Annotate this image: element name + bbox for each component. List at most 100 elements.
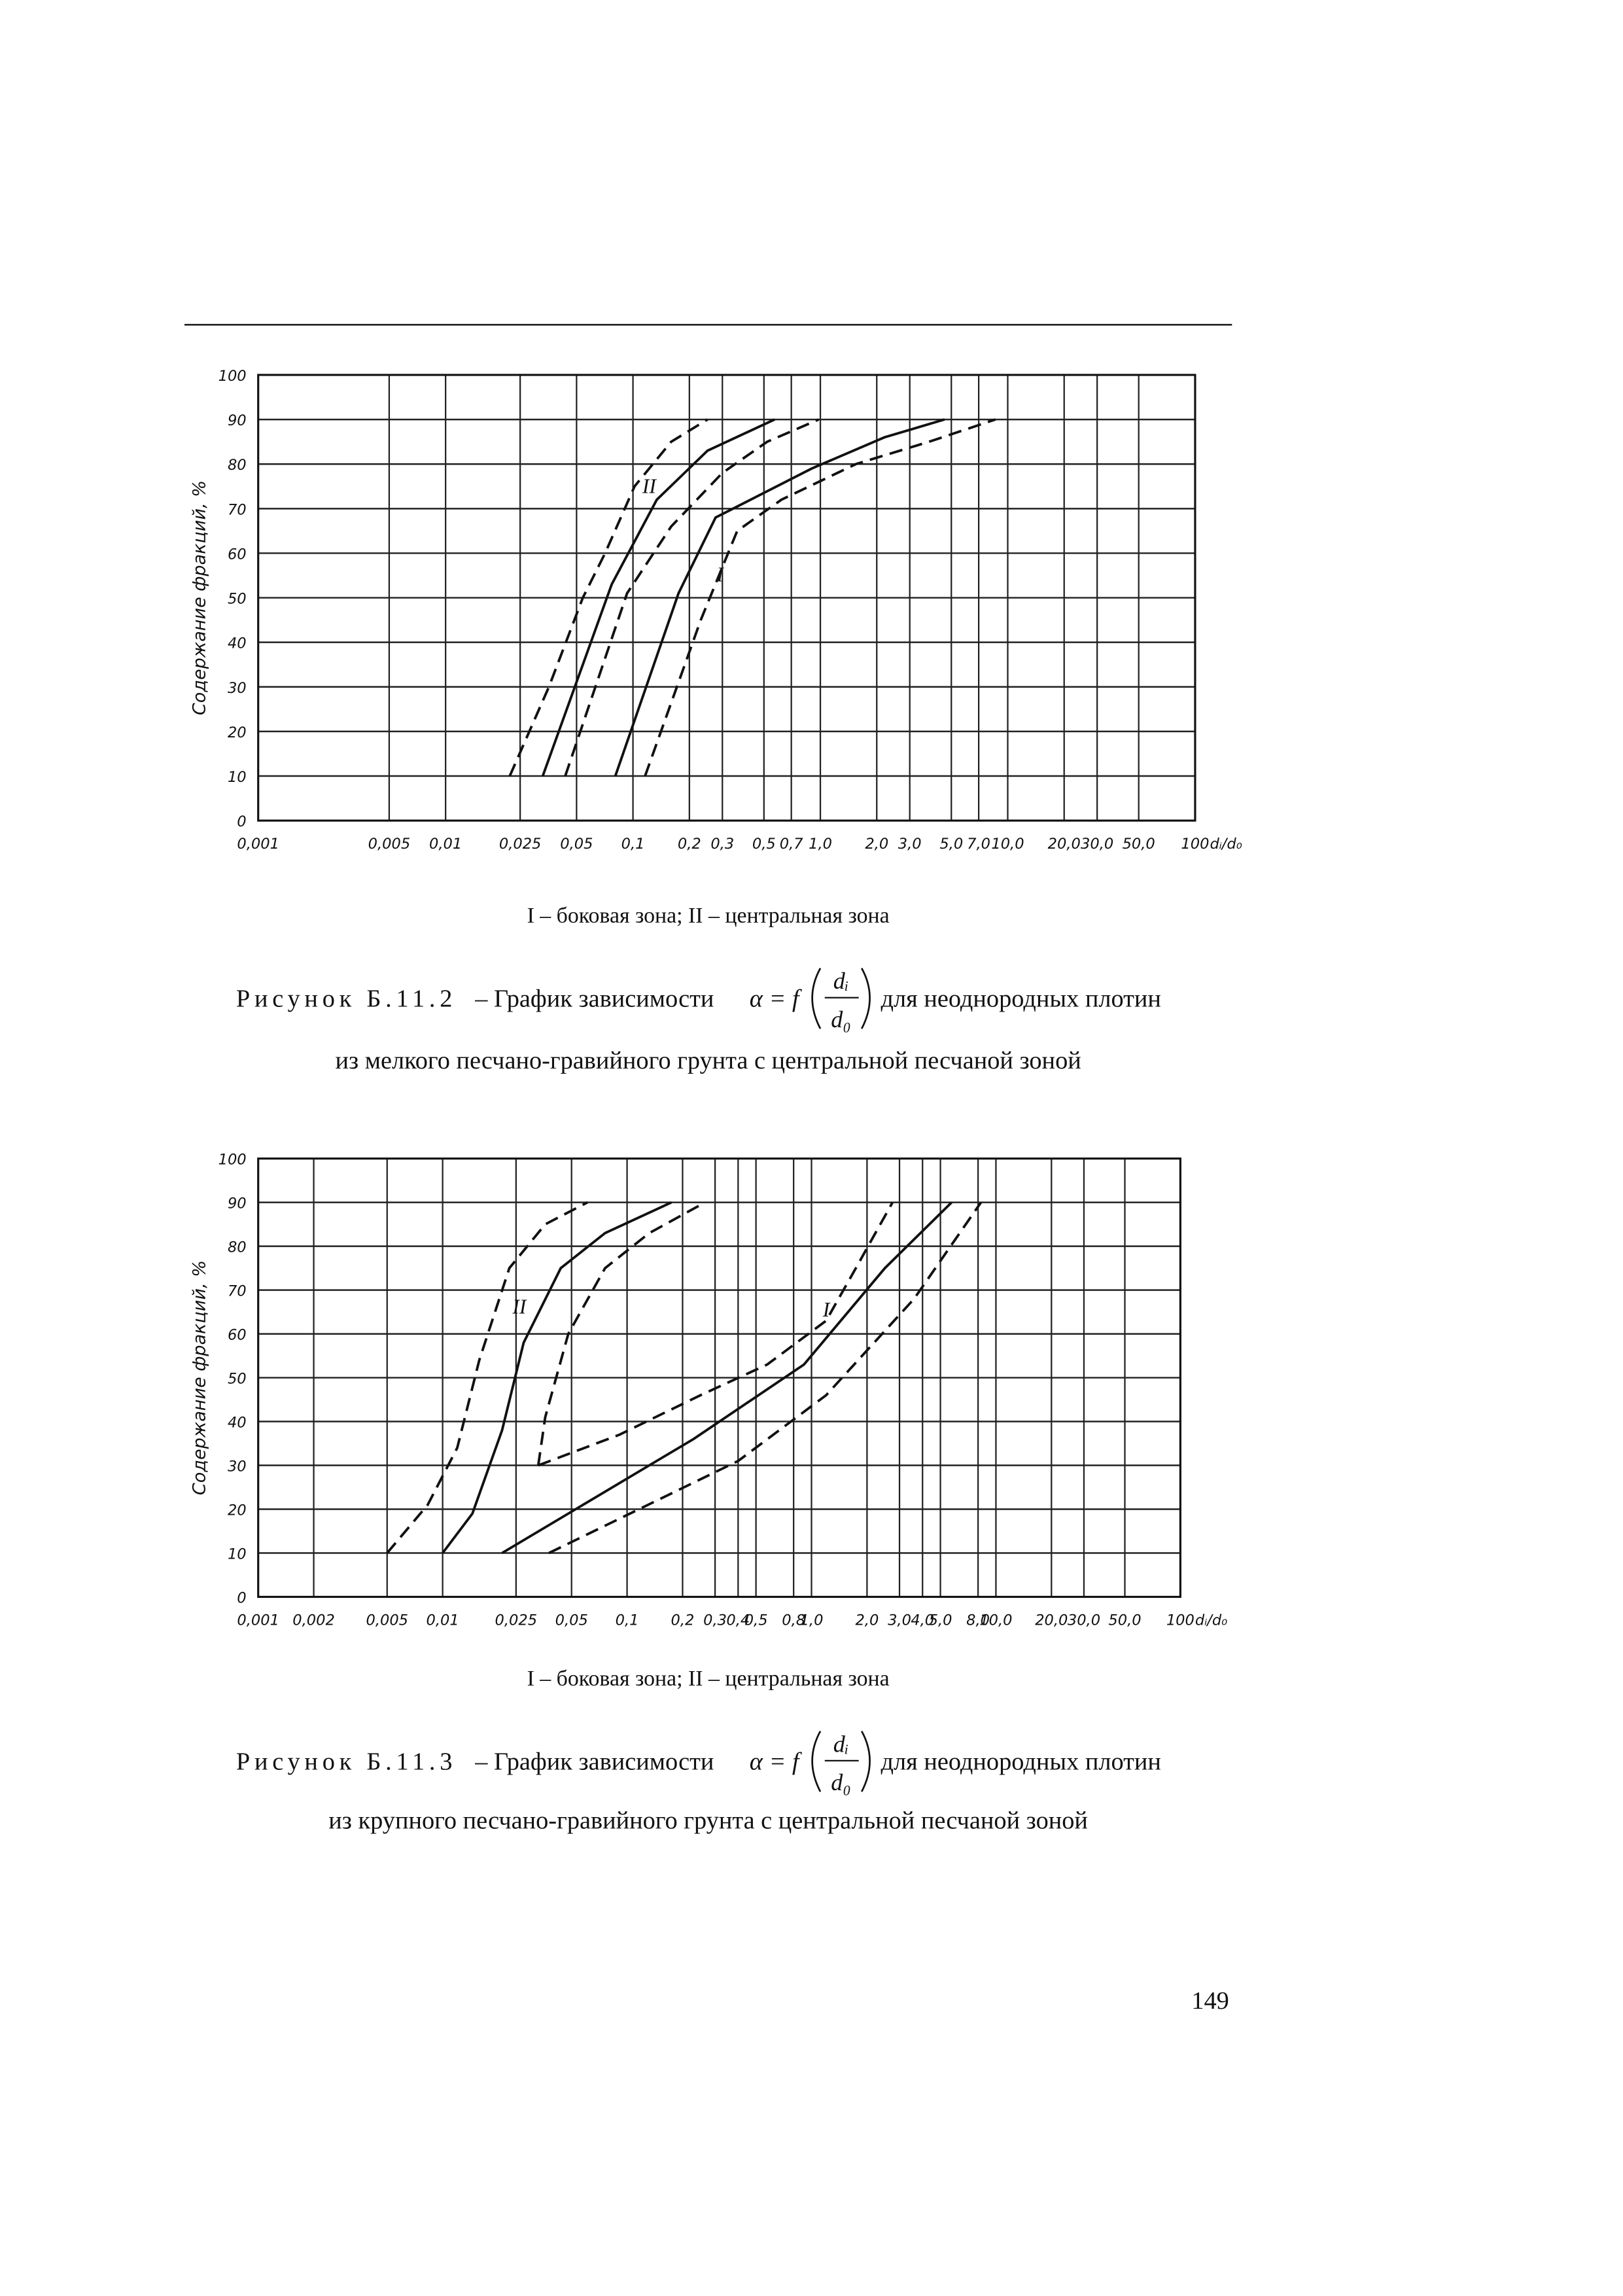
x-tick-label: 0,005 — [366, 1612, 408, 1629]
x-tick-label: 0,2 — [678, 836, 701, 853]
x-tick-label: 0,001 — [237, 836, 279, 853]
x-tick-label: 1,0 — [800, 1612, 824, 1629]
figure-label: Рисунок Б.11.3 — [236, 1748, 457, 1775]
zone-label: II — [512, 1295, 527, 1318]
y-tick-label: 30 — [228, 1458, 247, 1475]
curve — [508, 418, 708, 777]
paren — [860, 968, 871, 1029]
curve — [536, 1201, 706, 1466]
formula-den: d₀ — [831, 1006, 851, 1033]
x-tick-label: 3,0 — [888, 1612, 911, 1629]
formula-num: dᵢ — [833, 1731, 849, 1757]
x-tick-label: 100 — [1181, 836, 1209, 853]
curve — [386, 1201, 588, 1554]
x-tick-label: 0,002 — [292, 1612, 335, 1629]
y-tick-label: 0 — [237, 1590, 246, 1607]
y-tick-label: 90 — [228, 412, 247, 429]
formula-num: dᵢ — [833, 968, 849, 994]
x-tick-label: 0,7 — [780, 836, 804, 853]
x-tick-label: 0,01 — [427, 1612, 459, 1629]
figure-text: – График зависимости — [474, 1748, 714, 1775]
x-tick-label: 0,025 — [495, 1612, 538, 1629]
x-tick-label: 4,0 — [911, 1612, 934, 1629]
x-tick-label: 50,0 — [1108, 1612, 1141, 1629]
formula-lhs: α = f — [750, 1748, 803, 1775]
x-tick-label: 20,0 — [1048, 836, 1081, 853]
x-axis-label: dᵢ/d₀ — [1195, 1612, 1227, 1629]
x-tick-label: 0,3 — [710, 836, 734, 853]
x-tick-label: 1,0 — [809, 836, 832, 853]
x-tick-label: 0,1 — [621, 836, 645, 853]
y-tick-label: 70 — [228, 1283, 247, 1300]
zone-label: II — [642, 474, 657, 497]
x-tick-label: 100 — [1166, 1612, 1195, 1629]
figure-legend: I – боковая зона; II – центральная зона — [527, 1667, 890, 1691]
y-tick-label: 20 — [228, 724, 247, 741]
y-tick-label: 80 — [228, 1239, 247, 1256]
y-tick-label: 80 — [228, 457, 247, 474]
x-tick-label: 0,1 — [616, 1612, 639, 1629]
y-tick-label: 50 — [228, 1371, 247, 1388]
y-tick-label: 0 — [237, 813, 246, 830]
y-tick-label: 40 — [228, 635, 247, 652]
y-tick-label: 20 — [228, 1502, 247, 1519]
y-tick-label: 50 — [228, 591, 247, 608]
x-axis-label: dᵢ/d₀ — [1210, 836, 1242, 853]
y-tick-label: 40 — [228, 1415, 247, 1432]
y-tick-label: 10 — [228, 769, 247, 786]
figure-text: из крупного песчано-гравийного грунта с … — [328, 1807, 1088, 1835]
x-tick-label: 2,0 — [855, 1612, 879, 1629]
paren — [811, 968, 822, 1029]
curve — [564, 418, 820, 777]
curve — [614, 418, 945, 777]
y-tick-label: 30 — [228, 680, 247, 697]
x-tick-label: 0,005 — [368, 836, 411, 853]
formula-lhs: α = f — [750, 985, 803, 1012]
curve — [541, 418, 775, 777]
y-tick-label: 70 — [228, 501, 247, 518]
page-number: 149 — [1191, 1987, 1229, 2015]
y-tick-label: 100 — [218, 368, 247, 385]
curve — [501, 1201, 953, 1555]
y-tick-label: 100 — [218, 1152, 247, 1169]
x-tick-label: 10,0 — [979, 1612, 1012, 1629]
x-tick-label: 0,05 — [555, 1612, 588, 1629]
x-tick-label: 3,0 — [898, 836, 922, 853]
x-tick-label: 2,0 — [865, 836, 888, 853]
x-tick-label: 0,3 — [703, 1612, 727, 1629]
x-tick-label: 0,01 — [429, 836, 462, 853]
x-tick-label: 5,0 — [939, 836, 963, 853]
figure-label: Рисунок Б.11.2 — [236, 985, 457, 1012]
plot-frame — [257, 1157, 1181, 1598]
plot-frame — [257, 374, 1196, 822]
x-tick-label: 0,025 — [499, 836, 542, 853]
x-tick-label: 0,4 — [726, 1612, 750, 1629]
x-tick-label: 5,0 — [929, 1612, 952, 1629]
x-tick-label: 0,001 — [237, 1612, 279, 1629]
formula-den: d₀ — [831, 1769, 851, 1795]
curve — [644, 418, 996, 777]
y-tick-label: 10 — [228, 1546, 247, 1563]
x-tick-label: 0,2 — [671, 1612, 695, 1629]
zone-label: I — [716, 563, 724, 586]
x-tick-label: 0,5 — [744, 1612, 768, 1629]
figure-legend: I – боковая зона; II – центральная зона — [527, 904, 890, 928]
x-tick-label: 10,0 — [991, 836, 1024, 853]
x-tick-label: 50,0 — [1123, 836, 1155, 853]
x-tick-label: 20,0 — [1035, 1612, 1068, 1629]
figure-text: для неоднородных плотин — [881, 985, 1161, 1012]
y-tick-label: 90 — [228, 1195, 247, 1212]
y-tick-label: 60 — [228, 1327, 247, 1344]
x-tick-label: 0,5 — [752, 836, 776, 853]
y-tick-label: 60 — [228, 546, 247, 563]
figure-text: из мелкого песчано-гравийного грунта с ц… — [335, 1047, 1081, 1074]
curve — [538, 1201, 894, 1467]
x-tick-label: 8,0 — [966, 1612, 990, 1629]
x-tick-label: 30,0 — [1081, 836, 1113, 853]
y-axis-title: Содержание фракций, % — [190, 480, 210, 715]
zone-label: I — [822, 1298, 831, 1321]
figure-text: для неоднородных плотин — [881, 1748, 1161, 1775]
